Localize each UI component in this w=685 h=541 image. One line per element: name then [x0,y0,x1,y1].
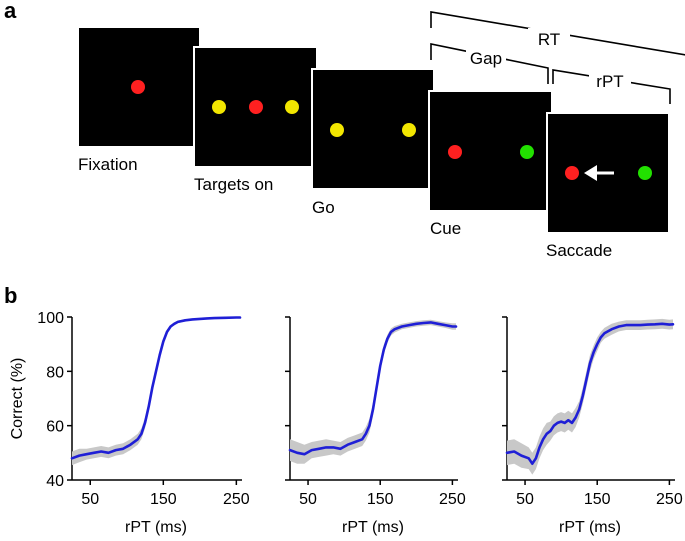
saccade-green-dot [638,166,652,180]
rt-label: RT [538,30,560,49]
panel-a-letter: a [4,0,17,23]
right-target-dot [285,100,299,114]
y-tick-label: 60 [46,419,64,436]
series-line [70,316,242,460]
chart-3: 50 150 250 rPT (ms) [502,316,683,536]
confidence-band [72,316,240,466]
fixation-dot [249,100,263,114]
frame-targets-on: Targets on [193,46,318,194]
series-line [505,322,675,466]
y-tick-label: 40 [46,473,64,490]
panel-b-letter: b [4,283,17,308]
saccade-arrow-icon [584,165,614,181]
x-tick-label: 50 [299,491,317,508]
chart-1: 40 60 80 100 50 150 250 rPT (ms) Correct (%) [9,310,250,536]
rpt-label: rPT [596,72,623,91]
rt-label-bg [528,28,570,50]
x-tick-label: 150 [584,491,611,508]
left-target-dot [212,100,226,114]
x-axis-label: rPT (ms) [125,519,187,536]
frame-saccade: Saccade [546,112,670,260]
frame-go: Go [311,68,435,217]
y-tick-label: 80 [46,364,64,381]
gap-label: Gap [470,49,502,68]
x-tick-label: 250 [223,491,250,508]
confidence-band [507,318,673,475]
x-tick-label: 50 [516,491,534,508]
correct-rate-charts: 40 60 80 100 50 150 250 rPT (ms) Correct (%) 50 15… [9,310,683,536]
x-tick-label: 150 [150,491,177,508]
confidence-band [290,319,456,464]
x-axis-label: rPT (ms) [342,519,404,536]
gap-bracket: Gap [430,43,549,84]
gap-label-bg [466,47,506,69]
x-tick-label: 250 [439,491,466,508]
chart-2: 50 150 250 rPT (ms) [285,316,466,536]
saccade-red-dot [565,166,579,180]
frame-cue: Cue [428,90,553,238]
right-target-dot [402,123,416,137]
series-line [288,321,458,456]
rpt-label-bg [589,70,631,92]
rpt-bracket: rPT [552,69,671,104]
x-tick-label: 150 [367,491,394,508]
x-tick-label: 250 [656,491,683,508]
y-tick-label: 100 [37,310,64,327]
frame-fixation-label: Fixation [78,155,138,174]
y-axis-label: Correct (%) [9,358,26,440]
fixation-dot [131,80,145,94]
x-tick-label: 50 [81,491,99,508]
frame-saccade-label: Saccade [546,241,612,260]
frame-fixation: Fixation [77,26,201,174]
rt-bracket: RT [430,11,685,56]
cue-green-dot [520,145,534,159]
x-axis-label: rPT (ms) [559,519,621,536]
cue-red-dot [448,145,462,159]
frame-go-label: Go [312,198,335,217]
left-target-dot [330,123,344,137]
frame-targets-on-label: Targets on [194,175,273,194]
frame-cue-label: Cue [430,219,461,238]
